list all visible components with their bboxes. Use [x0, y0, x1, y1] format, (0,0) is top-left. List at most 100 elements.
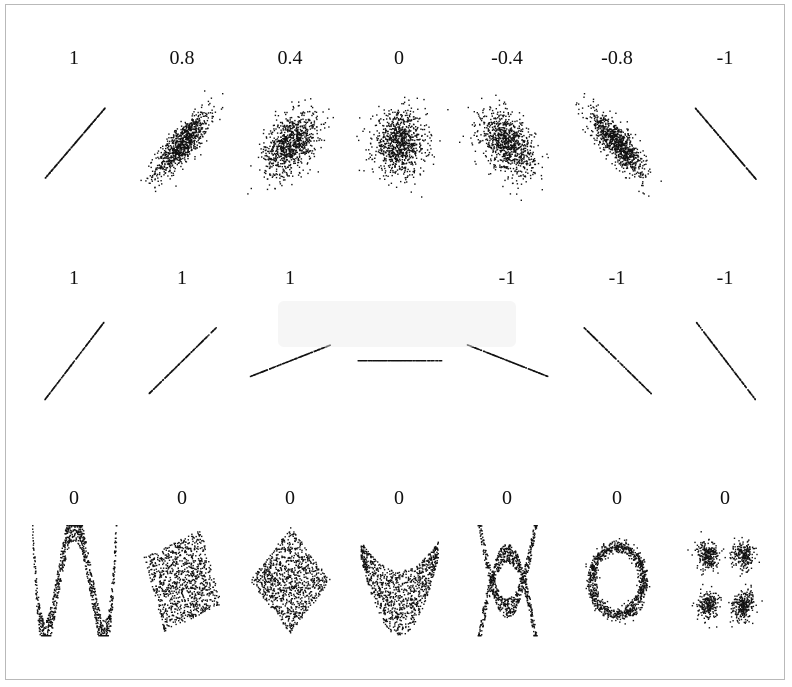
- scatter-point: [494, 117, 497, 119]
- scatter-point: [295, 141, 297, 144]
- scatter-point: [623, 151, 625, 154]
- scatter-point: [372, 171, 374, 173]
- scatter-point: [154, 179, 156, 181]
- scatter-point: [515, 131, 518, 133]
- scatter-point: [526, 137, 528, 140]
- scatter-point: [190, 133, 192, 135]
- scatter-point: [390, 147, 392, 149]
- scatter-point: [399, 158, 401, 160]
- scatter-point: [398, 165, 400, 168]
- scatter-point: [631, 166, 634, 168]
- scatter-point: [186, 130, 188, 133]
- scatter-point: [282, 157, 284, 159]
- scatter-point: [482, 152, 485, 154]
- scatter-point: [386, 135, 388, 138]
- scatter-point: [264, 158, 266, 160]
- scatter-point: [593, 107, 595, 109]
- scatter-point: [388, 166, 391, 168]
- scatter-point: [400, 169, 403, 171]
- scatter-point: [283, 135, 285, 138]
- scatter-point: [392, 154, 394, 156]
- scatter-point: [284, 141, 287, 143]
- scatter-point: [273, 142, 276, 144]
- scatter-point: [283, 157, 285, 159]
- scatter-point: [302, 148, 305, 150]
- scatter-point: [512, 151, 514, 153]
- scatter-point: [524, 175, 526, 177]
- scatter-point: [300, 133, 302, 135]
- scatter-point: [305, 144, 308, 146]
- panel-correlation-label: 0.4: [278, 47, 303, 69]
- scatter-point: [751, 173, 753, 176]
- scatter-point: [415, 163, 417, 165]
- scatter-point: [285, 154, 287, 156]
- scatter-point: [185, 137, 187, 139]
- scatter-point: [401, 148, 403, 150]
- scatter-point: [310, 121, 313, 124]
- scatter-point: [626, 158, 628, 160]
- scatter-point: [501, 149, 503, 151]
- scatter-point: [203, 121, 206, 123]
- scatter-point: [611, 148, 613, 151]
- scatter-point: [493, 147, 495, 150]
- scatter-point: [413, 170, 415, 172]
- scatter-point: [605, 134, 607, 136]
- scatter-point: [290, 130, 292, 132]
- scatter-point: [356, 135, 358, 138]
- scatter-point: [489, 173, 492, 175]
- scatter-point: [407, 149, 409, 151]
- scatter-point: [307, 151, 310, 154]
- scatter-point: [387, 165, 390, 167]
- scatter-point: [183, 144, 185, 147]
- scatter-point: [404, 130, 406, 133]
- scatter-point: [324, 127, 326, 129]
- scatter-point: [635, 147, 637, 149]
- scatter-point: [199, 142, 202, 145]
- scatter-point: [175, 137, 177, 140]
- scatter-point: [199, 129, 201, 131]
- scatter-point: [736, 156, 738, 158]
- scatter-point: [401, 116, 403, 118]
- scatter-point: [719, 136, 721, 138]
- scatter-point: [298, 120, 300, 122]
- scatter-point: [629, 152, 631, 155]
- scatter-point: [156, 173, 159, 176]
- scatter-point: [176, 134, 178, 136]
- scatter-point: [101, 111, 103, 113]
- scatter-point: [410, 130, 412, 132]
- scatter-point: [384, 170, 387, 172]
- scatter-point: [305, 119, 307, 121]
- scatter-point: [516, 162, 518, 164]
- scatter-point: [306, 121, 309, 123]
- scatter-point: [211, 109, 213, 111]
- scatter-point: [504, 120, 507, 122]
- scatter-point: [298, 142, 301, 144]
- scatter-point: [275, 139, 277, 141]
- scatter-point: [500, 151, 502, 153]
- scatter-point: [403, 111, 405, 113]
- scatter-point: [631, 161, 633, 163]
- scatter-point: [291, 122, 293, 124]
- scatter-point: [525, 127, 528, 129]
- scatter-point: [162, 148, 164, 150]
- scatter-point: [421, 148, 423, 150]
- scatter-point: [510, 123, 512, 126]
- scatter-point: [532, 159, 535, 161]
- scatter-point: [522, 174, 524, 176]
- scatter-point: [479, 123, 481, 126]
- scatter-point: [616, 147, 618, 150]
- scatter-point: [503, 155, 506, 157]
- scatter-point: [499, 119, 501, 121]
- scatter-point: [623, 144, 625, 146]
- scatter-point: [177, 136, 179, 138]
- scatter-point: [384, 128, 387, 130]
- scatter-point: [286, 143, 288, 145]
- scatter-point: [605, 136, 607, 139]
- scatter-point: [286, 140, 289, 142]
- scatter-point: [618, 139, 620, 141]
- scatter-point: [642, 150, 644, 152]
- scatter-point: [501, 159, 503, 162]
- scatter-point: [483, 116, 485, 118]
- scatter-point: [733, 152, 735, 155]
- scatter-point: [485, 150, 487, 152]
